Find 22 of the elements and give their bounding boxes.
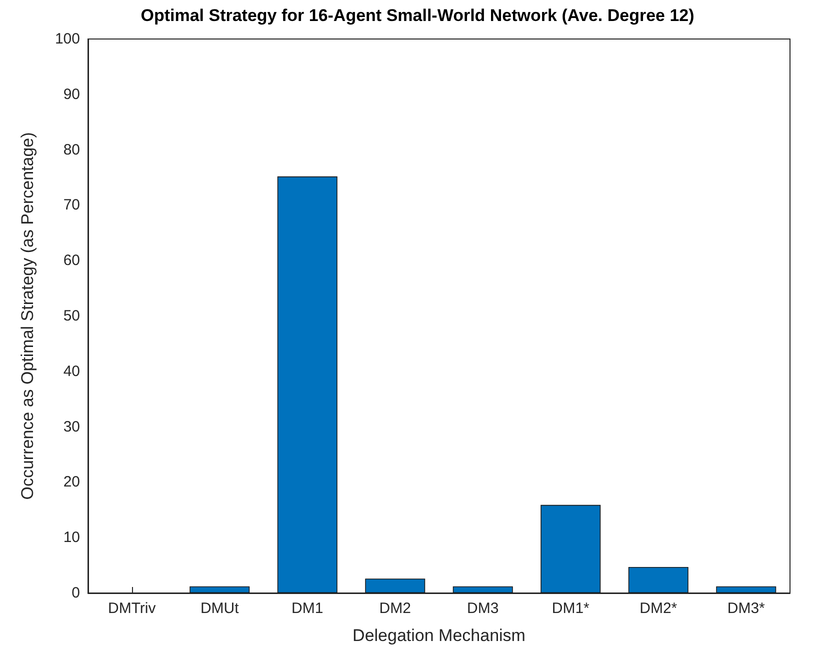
x-tick-label: DM1* xyxy=(552,600,590,617)
y-tick-label: 50 xyxy=(63,308,80,324)
x-tick-label: DM3* xyxy=(727,600,766,617)
y-tick-label: 0 xyxy=(72,584,80,602)
x-tick-label: DMTriv xyxy=(108,600,156,617)
y-tick-label: 60 xyxy=(63,252,80,270)
chart-title: Optimal Strategy for 16-Agent Small-World Network (Ave. Degree 12) xyxy=(140,6,694,25)
y-tick-label: 70 xyxy=(63,196,80,214)
x-tick-label: DM2 xyxy=(379,600,411,617)
y-tick-label: 30 xyxy=(63,418,80,436)
x-tick-label: DM1 xyxy=(292,600,324,617)
y-tick-label: 100 xyxy=(54,30,80,48)
x-tick-label: DM3 xyxy=(467,600,499,617)
y-axis-title: Occurrence as Optimal Strategy (as Percentage) xyxy=(18,132,37,500)
y-tick-label: 80 xyxy=(63,141,80,158)
x-tick-label: DMUt xyxy=(200,600,240,617)
y-tick-label: 10 xyxy=(63,529,80,546)
x-axis-title: Delegation Mechanism xyxy=(352,626,526,645)
x-tick-label: DM2* xyxy=(640,600,678,617)
y-tick-label: 20 xyxy=(63,474,80,491)
y-tick-label: 90 xyxy=(63,86,80,103)
y-tick-label: 40 xyxy=(63,362,80,380)
